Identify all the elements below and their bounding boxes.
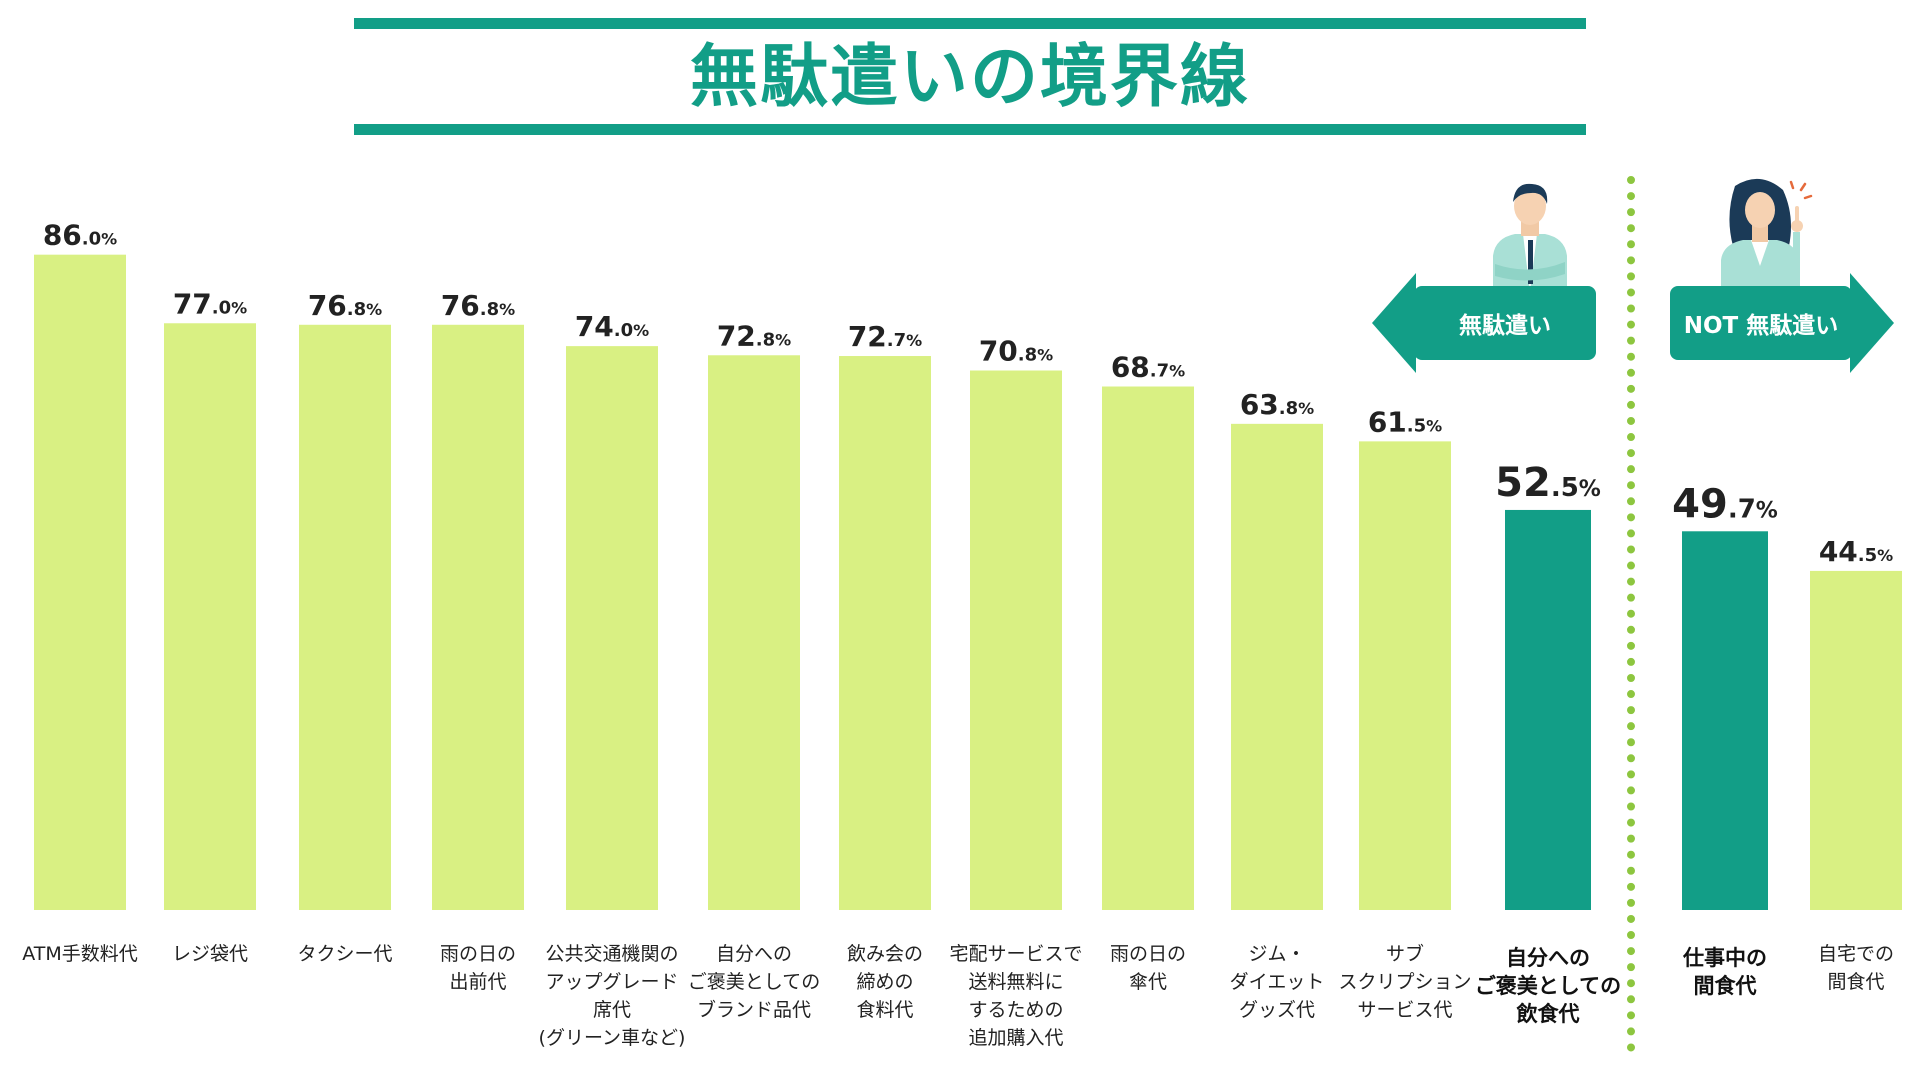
bar-10	[1359, 441, 1451, 910]
bar-4	[566, 346, 658, 910]
chart-title: 無駄遣いの境界線	[689, 38, 1250, 117]
category-label-9: ジム・ ダイエット グッズ代	[1229, 943, 1325, 1021]
bar-8	[1102, 386, 1194, 911]
bar-value-label-7: 70.8%	[979, 335, 1053, 368]
bar-value-label-10: 61.5%	[1368, 405, 1442, 438]
category-label-3: 雨の日の 出前代	[439, 943, 516, 993]
title-bottom-rule	[354, 124, 1586, 135]
bar-value-label-8: 68.7%	[1111, 351, 1185, 384]
category-label-10: サブ スクリプション サービス代	[1338, 943, 1472, 1021]
businesswoman-pointing-icon	[1721, 178, 1813, 292]
bar-2	[299, 324, 391, 910]
category-label-12: 仕事中の 間食代	[1683, 946, 1767, 998]
category-label-6: 飲み会の 締めの 食料代	[846, 943, 923, 1021]
bar-3	[432, 324, 524, 910]
category-label-1: レジ袋代	[171, 943, 248, 965]
bar-11	[1505, 509, 1591, 910]
category-label-4: 公共交通機関の アップグレード 席代 (グリーン車など)	[538, 943, 686, 1049]
category-label-13: 自宅での 間食代	[1817, 943, 1894, 993]
bar-9	[1231, 423, 1323, 910]
wasteful-tag: 無駄遣い	[1372, 273, 1596, 373]
title-top-rule	[354, 18, 1586, 29]
bar-value-label-2: 76.8%	[308, 289, 382, 322]
category-label-11: 自分への ご褒美としての 飲食代	[1474, 946, 1622, 1026]
bar-5	[708, 355, 800, 910]
bar-value-label-5: 72.8%	[717, 319, 791, 352]
bar-value-label-0: 86.0%	[43, 219, 117, 252]
not-wasteful-tag: NOT 無駄遣い	[1670, 273, 1894, 373]
boundary-divider	[1627, 176, 1635, 1052]
bar-6	[839, 356, 931, 910]
bar-value-label-1: 77.0%	[173, 287, 247, 320]
bar-value-label-3: 76.8%	[441, 289, 515, 322]
bar-12	[1682, 531, 1768, 910]
category-label-8: 雨の日の 傘代	[1109, 943, 1186, 993]
bar-value-label-9: 63.8%	[1240, 388, 1314, 421]
bar-value-label-11: 52.5%	[1495, 460, 1601, 506]
category-label-7: 宅配サービスで 送料無料に するための 追加購入代	[949, 943, 1083, 1049]
bar-value-label-6: 72.7%	[848, 320, 922, 353]
bar-1	[164, 323, 256, 910]
businessman-crossed-arms-icon	[1493, 183, 1567, 292]
bar-0	[34, 254, 126, 910]
bar-13	[1810, 570, 1902, 910]
bar-value-label-12: 49.7%	[1672, 481, 1778, 527]
category-label-0: ATM手数料代	[22, 943, 138, 965]
bar-7	[970, 370, 1062, 910]
category-label-5: 自分への ご褒美としての ブランド品代	[687, 943, 821, 1021]
bar-value-label-4: 74.0%	[575, 310, 649, 343]
category-label-2: タクシー代	[297, 943, 393, 965]
bar-value-label-13: 44.5%	[1819, 535, 1893, 568]
